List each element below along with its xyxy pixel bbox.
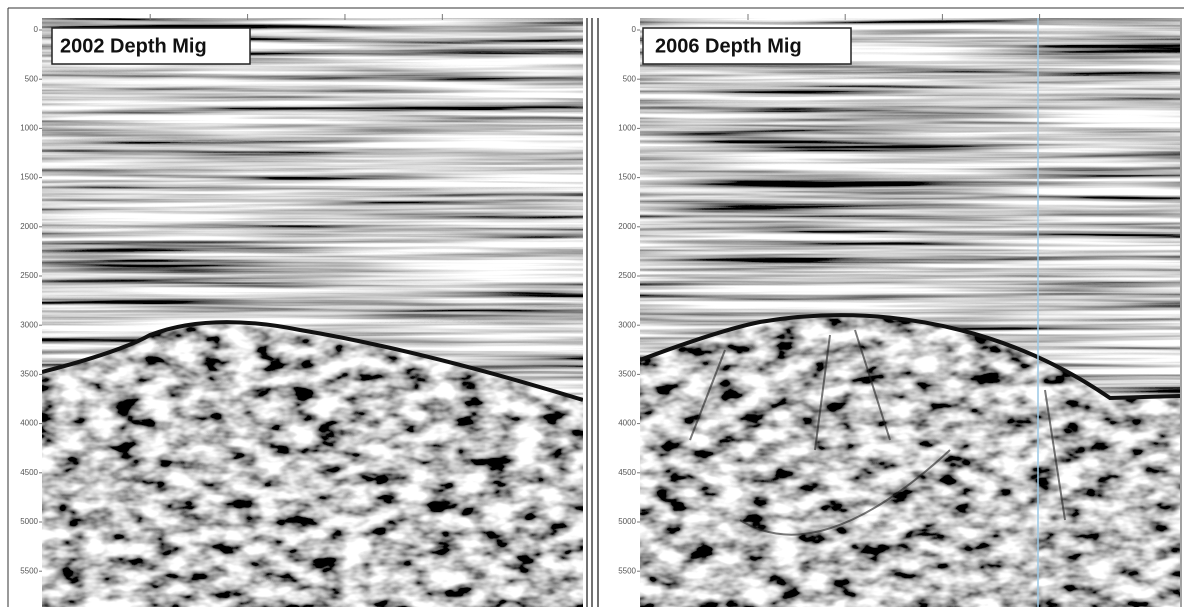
depth-label: 4500 [618,468,636,477]
divider [583,18,600,607]
depth-label: 3000 [618,320,636,329]
depth-label: 0 [632,25,637,34]
depth-label: 500 [623,74,637,83]
depth-label: 4000 [20,419,38,428]
depth-label: 2000 [618,222,636,231]
depth-label: 1000 [618,124,636,133]
title-box [642,27,852,65]
depth-label: 4500 [20,468,38,477]
left-panel: 2002 Depth Mig [42,18,583,607]
horizon [640,313,1180,401]
depth-label: 3500 [618,370,636,379]
depth-label: 3000 [20,320,38,329]
depth-label: 4000 [618,419,636,428]
depth-label: 5500 [20,566,38,575]
depth-label: 1500 [20,173,38,182]
depth-label: 2000 [20,222,38,231]
depth-label: 500 [25,74,39,83]
depth-label: 5000 [20,517,38,526]
depth-label: 1000 [20,124,38,133]
horizon [42,320,583,402]
depth-label: 0 [34,25,39,34]
depth-label: 5000 [618,517,636,526]
faults [689,329,1066,536]
title-box [51,27,251,65]
depth-label: 2500 [618,271,636,280]
depth-label: 2500 [20,271,38,280]
depth-label: 5500 [618,566,636,575]
depth-label: 3500 [20,370,38,379]
depth-label: 1500 [618,173,636,182]
panel-title: 2006 Depth Mig [655,35,802,57]
panel-title: 2002 Depth Mig [60,35,207,57]
right-panel: 2006 Depth Mig [640,18,1180,607]
